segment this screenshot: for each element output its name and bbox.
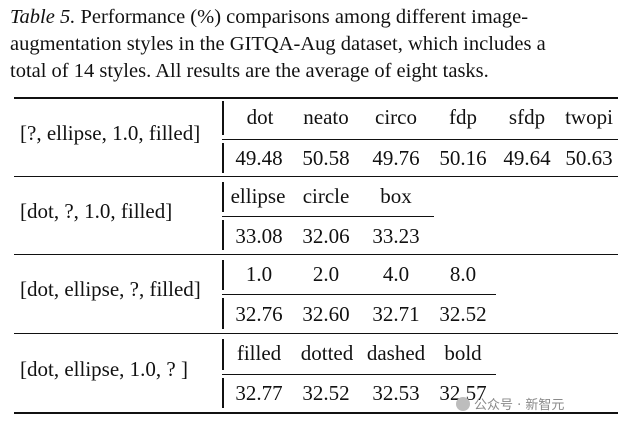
value-cell: 32.52 <box>302 381 350 405</box>
value-cell: 33.08 <box>235 224 283 248</box>
header-cell: bold <box>444 341 482 365</box>
value-cell: 32.60 <box>302 302 350 326</box>
value-cell: 32.52 <box>439 302 487 326</box>
header-cell: circle <box>302 184 350 208</box>
header-underline <box>222 139 618 140</box>
value-cell: 50.58 <box>302 146 350 170</box>
value-cell: 49.48 <box>235 146 283 170</box>
group-label: [dot, ?, 1.0, filled] <box>20 199 173 223</box>
column-divider <box>222 339 224 370</box>
header-cell: filled <box>236 341 282 365</box>
column-divider <box>222 182 224 212</box>
group-separator <box>14 176 618 177</box>
wechat-icon <box>456 397 470 411</box>
header-cell: sfdp <box>508 105 546 129</box>
header-cell: circo <box>375 105 417 129</box>
column-divider <box>222 260 224 290</box>
group-label: [?, ellipse, 1.0, filled] <box>20 121 201 145</box>
header-cell: 2.0 <box>312 262 340 286</box>
header-cell: dashed <box>366 341 426 365</box>
watermark: 公众号 · 新智元 <box>456 394 564 413</box>
value-cell: 32.77 <box>235 381 283 405</box>
caption-line-2: augmentation styles in the GITQA-Aug dat… <box>10 33 546 55</box>
value-cell: 32.71 <box>372 302 420 326</box>
table-caption: Table 5. Performance (%) comparisons amo… <box>10 4 634 85</box>
header-cell: dotted <box>300 341 354 365</box>
header-cell: 8.0 <box>449 262 477 286</box>
group-separator <box>14 333 618 334</box>
caption-line-3: total of 14 styles. All results are the … <box>10 60 489 82</box>
header-underline <box>222 216 434 217</box>
column-divider <box>222 298 224 329</box>
header-cell: dot <box>246 105 274 129</box>
header-cell: neato <box>303 105 349 129</box>
table-bottom-rule <box>14 412 618 414</box>
header-underline <box>222 294 496 295</box>
header-cell: fdp <box>449 105 477 129</box>
value-cell: 50.16 <box>439 146 487 170</box>
value-cell: 50.63 <box>565 146 613 170</box>
value-cell: 49.76 <box>372 146 420 170</box>
value-cell: 49.64 <box>503 146 551 170</box>
header-cell: 4.0 <box>382 262 410 286</box>
header-cell: twopi <box>565 105 613 129</box>
header-underline <box>222 374 496 375</box>
column-divider <box>222 143 224 173</box>
header-cell: ellipse <box>230 184 286 208</box>
value-cell: 33.23 <box>372 224 420 248</box>
group-label: [dot, ellipse, 1.0, ? ] <box>20 357 188 381</box>
column-divider <box>222 220 224 250</box>
value-cell: 32.76 <box>235 302 283 326</box>
value-cell: 32.53 <box>372 381 420 405</box>
value-cell: 32.06 <box>302 224 350 248</box>
header-cell: 1.0 <box>245 262 273 286</box>
column-divider <box>222 378 224 408</box>
header-cell: box <box>380 184 412 208</box>
caption-line-1: Performance (%) comparisons among differ… <box>80 6 529 28</box>
table-top-rule <box>14 97 618 99</box>
group-separator <box>14 254 618 255</box>
column-divider <box>222 101 224 135</box>
table-number: Table 5. <box>10 6 76 28</box>
group-label: [dot, ellipse, ?, filled] <box>20 277 201 301</box>
watermark-text: 公众号 · 新智元 <box>474 398 565 413</box>
